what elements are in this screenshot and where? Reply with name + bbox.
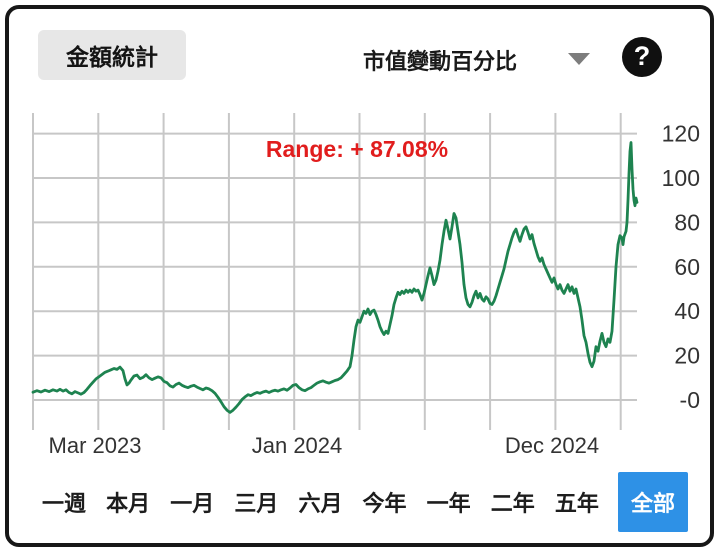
y-axis-tick-label: -0 bbox=[680, 387, 700, 413]
x-axis-tick-label: Dec 2024 bbox=[505, 433, 599, 458]
y-axis-tick-label: 100 bbox=[662, 165, 700, 191]
range-tab-1m[interactable]: 一月 bbox=[169, 482, 215, 522]
price-line bbox=[31, 141, 639, 414]
y-axis-tick-label: 20 bbox=[674, 343, 700, 369]
range-tab-3m[interactable]: 三月 bbox=[233, 482, 279, 522]
y-axis-tick-label: 120 bbox=[662, 121, 700, 147]
amount-statistics-button[interactable]: 金額統計 bbox=[38, 30, 186, 80]
help-glyph: ? bbox=[633, 40, 651, 71]
range-tab-5y[interactable]: 五年 bbox=[554, 482, 600, 522]
range-tab-this-month[interactable]: 本月 bbox=[105, 482, 151, 522]
metric-dropdown[interactable]: 市值變動百分比 bbox=[330, 36, 592, 76]
range-tab-all[interactable]: 全部 bbox=[617, 472, 688, 532]
metric-dropdown-label: 市值變動百分比 bbox=[362, 49, 517, 74]
x-axis-tick-label: Mar 2023 bbox=[49, 433, 142, 458]
range-annotation: Range: + 87.08% bbox=[266, 136, 448, 162]
y-axis-tick-label: 80 bbox=[674, 209, 700, 235]
help-icon[interactable]: ? bbox=[622, 37, 662, 77]
range-tab-6m[interactable]: 六月 bbox=[297, 482, 343, 522]
range-tab-2y[interactable]: 二年 bbox=[490, 482, 536, 522]
range-tab-1y[interactable]: 一年 bbox=[426, 482, 472, 522]
chevron-down-icon bbox=[568, 53, 590, 65]
y-axis-tick-label: 60 bbox=[674, 254, 700, 280]
range-tab-1w[interactable]: 一週 bbox=[41, 482, 87, 522]
range-tabs: 一週 本月 一月 三月 六月 今年 一年 二年 五年 全部 bbox=[9, 468, 710, 536]
x-axis-tick-label: Jan 2024 bbox=[252, 433, 343, 458]
y-axis-tick-label: 40 bbox=[674, 298, 700, 324]
range-tab-ytd[interactable]: 今年 bbox=[362, 482, 408, 522]
